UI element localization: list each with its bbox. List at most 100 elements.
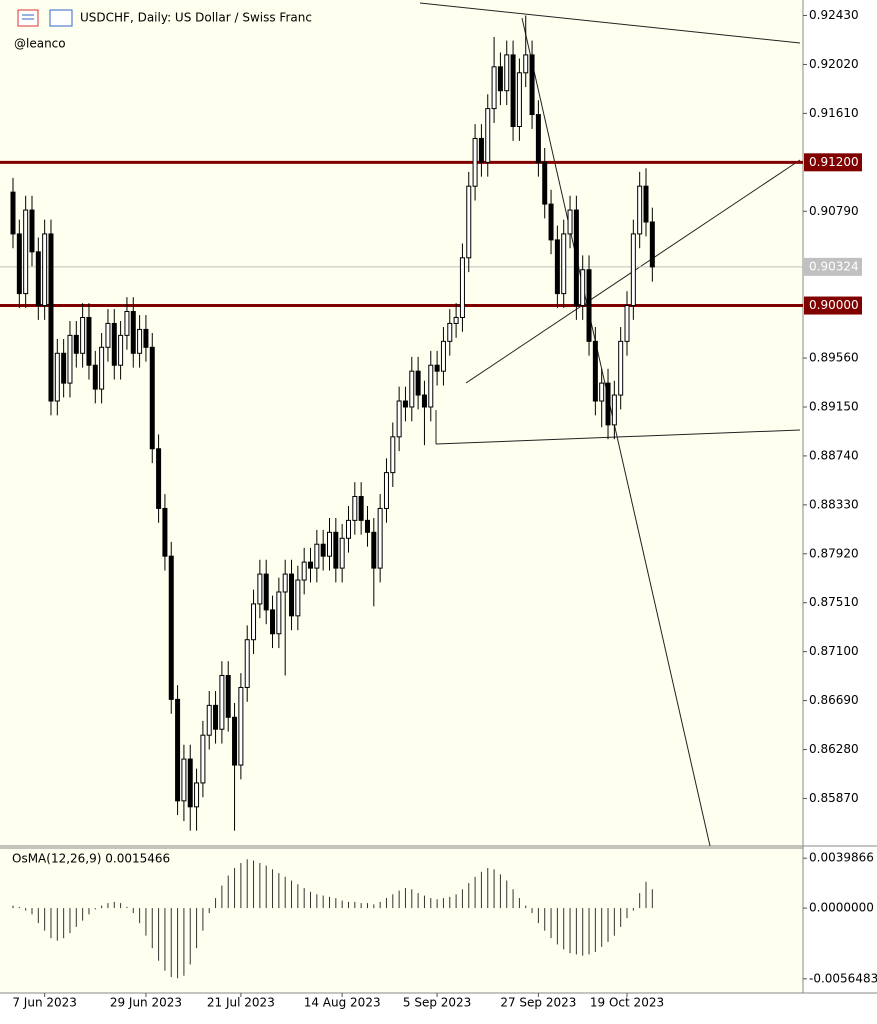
candle-body xyxy=(345,519,351,539)
candle-body xyxy=(580,269,586,307)
x-tick-label: 19 Oct 2023 xyxy=(590,996,664,1010)
candle-body xyxy=(516,72,522,128)
candle-body xyxy=(308,561,314,569)
price-label: 0.90324 xyxy=(809,259,859,273)
y2-tick-label: 0.0039866 xyxy=(809,851,874,865)
candle-body xyxy=(263,573,269,611)
trendline xyxy=(435,429,801,445)
candle-body xyxy=(453,316,459,324)
y-tick-label: 0.92020 xyxy=(809,57,859,71)
candle-body xyxy=(35,251,41,307)
candle-body xyxy=(630,233,636,307)
candle-body xyxy=(371,531,377,569)
candle-body xyxy=(23,209,29,295)
candle-body xyxy=(637,185,643,235)
x-tick-label: 21 Jul 2023 xyxy=(207,996,275,1010)
candle-body xyxy=(175,698,181,802)
trendline xyxy=(419,2,801,44)
candle-body xyxy=(333,531,339,569)
x-tick-label: 14 Aug 2023 xyxy=(304,996,381,1010)
candle-body xyxy=(567,209,573,235)
candle-body xyxy=(213,704,219,730)
candle-body xyxy=(649,221,655,268)
candle-body xyxy=(459,257,465,318)
candle-body xyxy=(478,137,484,163)
candle-body xyxy=(187,758,193,808)
candle-body xyxy=(270,609,276,635)
y-tick-label: 0.85870 xyxy=(809,791,859,805)
candle-body xyxy=(168,555,174,700)
candle-body xyxy=(118,334,124,366)
candle-body xyxy=(276,591,282,635)
candle-body xyxy=(599,382,605,402)
candle-body xyxy=(548,203,554,241)
candle-body xyxy=(390,436,396,474)
candle-body xyxy=(86,316,92,366)
y-tick-label: 0.89560 xyxy=(809,351,859,365)
level-box xyxy=(804,153,862,172)
candle-body xyxy=(61,352,67,384)
candle-body xyxy=(542,161,548,205)
candle-body xyxy=(624,305,630,342)
candle-body xyxy=(434,364,440,372)
candle-body xyxy=(251,603,257,641)
candle-body xyxy=(238,686,244,766)
candle-body xyxy=(491,66,497,110)
candle-body xyxy=(358,495,364,521)
candle-body xyxy=(92,364,98,390)
candle-body xyxy=(73,334,79,354)
candle-body xyxy=(244,639,250,688)
candle-body xyxy=(485,108,491,163)
candle-body xyxy=(289,573,295,617)
y-tick-label: 0.91610 xyxy=(809,106,859,120)
candle-body xyxy=(605,382,611,426)
candle-body xyxy=(409,370,415,408)
candle-body xyxy=(415,370,421,396)
candle-body xyxy=(383,472,389,509)
candle-body xyxy=(29,209,35,253)
candle-body xyxy=(396,400,402,438)
candle-body xyxy=(282,573,288,593)
y-tick-label: 0.92430 xyxy=(809,8,859,22)
trendline xyxy=(521,17,711,847)
candle-body xyxy=(339,537,345,569)
candle-body xyxy=(504,54,510,92)
candle-body xyxy=(111,322,117,366)
candle-body xyxy=(523,54,529,74)
candle-body xyxy=(554,239,560,295)
x-tick-label: 7 Jun 2023 xyxy=(12,996,77,1010)
y2-tick-label: 0.0000000 xyxy=(809,901,874,915)
candle-body xyxy=(143,328,149,348)
candle-body xyxy=(219,675,225,730)
candle-body xyxy=(200,734,206,784)
candle-body xyxy=(643,185,649,223)
candle-body xyxy=(447,322,453,342)
candle-body xyxy=(314,543,320,569)
candle-body xyxy=(67,334,73,384)
candle-body xyxy=(573,209,579,307)
candle-body xyxy=(80,316,86,354)
candle-body xyxy=(611,394,617,426)
candle-body xyxy=(42,233,48,307)
candle-body xyxy=(16,233,22,295)
candle-body xyxy=(54,352,60,402)
candle-body xyxy=(535,114,541,163)
candle-body xyxy=(295,579,301,617)
candle-body xyxy=(194,782,200,808)
y-tick-label: 0.86690 xyxy=(809,693,859,707)
candle-body xyxy=(181,758,187,802)
candle-body xyxy=(618,340,624,396)
candle-body xyxy=(510,54,516,128)
x-tick-label: 5 Sep 2023 xyxy=(403,996,471,1010)
candle-body xyxy=(137,328,143,354)
y-tick-label: 0.87920 xyxy=(809,546,859,560)
candle-body xyxy=(162,507,168,557)
candle-body xyxy=(466,185,472,259)
candle-body xyxy=(232,716,238,766)
y2-tick-label: -0.0056483 xyxy=(809,971,877,985)
candle-body xyxy=(124,311,130,336)
candle-body xyxy=(99,346,105,390)
